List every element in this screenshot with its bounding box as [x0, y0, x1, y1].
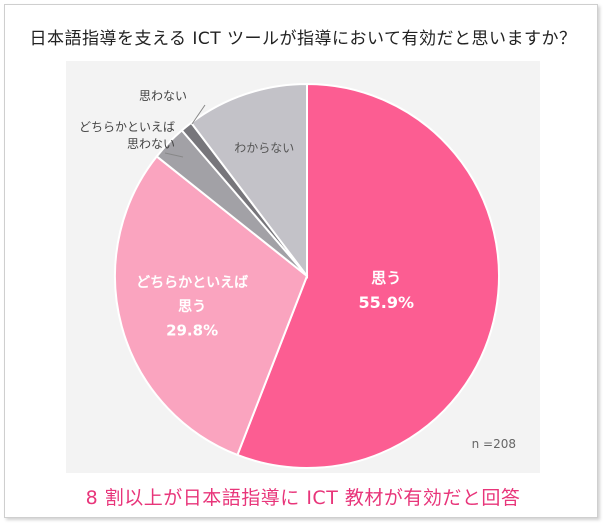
slice-value-label: 55.9% — [359, 293, 415, 312]
slice-value-label: 29.8% — [166, 322, 218, 340]
chart-title: 日本語指導を支える ICT ツールが指導において有効だと思いますか？ — [29, 29, 577, 49]
pie-slice — [189, 82, 308, 279]
leader-line — [164, 152, 184, 158]
slice-label: わからない — [234, 141, 294, 155]
pie-slice — [236, 82, 500, 469]
sample-size-note: n =208 — [472, 437, 516, 451]
leader-line — [191, 104, 206, 125]
slice-label: どちらかといえば — [79, 120, 175, 134]
slice-label: 思わない — [127, 137, 175, 151]
footer-caption: 8 割以上が日本語指導に ICT 教材が有効だと回答 — [85, 487, 521, 509]
slice-label: どちらかといえば — [136, 275, 248, 291]
pie-slice — [114, 155, 309, 457]
slice-label: 思う — [371, 269, 401, 287]
slice-label: 思わない — [139, 89, 187, 103]
slice-label: 思う — [178, 299, 206, 315]
